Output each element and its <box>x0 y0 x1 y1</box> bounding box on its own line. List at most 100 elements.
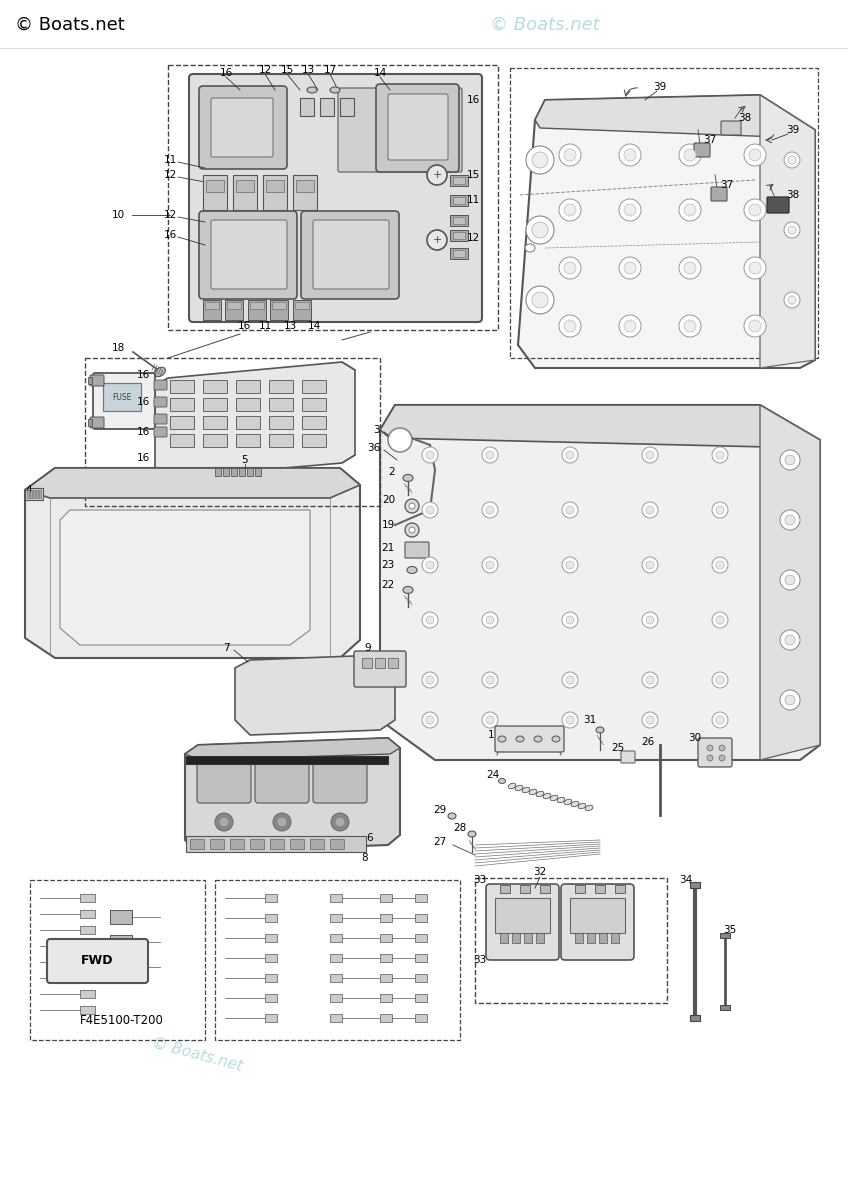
Circle shape <box>532 292 548 308</box>
Text: 18: 18 <box>111 343 125 353</box>
Circle shape <box>486 716 494 724</box>
Circle shape <box>624 204 636 216</box>
Bar <box>450 215 468 226</box>
Text: 9: 9 <box>365 643 371 653</box>
Bar <box>236 180 254 192</box>
Circle shape <box>716 560 724 569</box>
Text: 12: 12 <box>466 233 480 242</box>
Circle shape <box>422 502 438 518</box>
Text: 38: 38 <box>739 113 751 122</box>
Circle shape <box>785 635 795 646</box>
Bar <box>599 934 607 943</box>
Bar <box>415 974 427 982</box>
Ellipse shape <box>498 736 506 742</box>
Circle shape <box>716 506 724 514</box>
Text: 15: 15 <box>281 65 293 74</box>
Bar <box>80 926 95 934</box>
Bar <box>450 175 468 186</box>
Circle shape <box>219 817 229 827</box>
Circle shape <box>486 676 494 684</box>
Circle shape <box>716 716 724 724</box>
Circle shape <box>482 502 498 518</box>
Text: 2: 2 <box>388 467 395 476</box>
Bar <box>293 175 317 210</box>
Circle shape <box>684 320 696 332</box>
Circle shape <box>784 222 800 238</box>
Bar <box>475 878 667 1003</box>
Bar <box>453 250 465 257</box>
FancyBboxPatch shape <box>90 416 104 428</box>
Polygon shape <box>25 468 360 498</box>
Bar <box>265 994 277 1002</box>
Bar <box>266 180 284 192</box>
Bar <box>239 468 245 476</box>
Text: 31: 31 <box>583 715 597 725</box>
Circle shape <box>559 314 581 337</box>
Circle shape <box>405 523 419 538</box>
Bar <box>290 839 304 850</box>
Circle shape <box>566 451 574 458</box>
Circle shape <box>564 149 576 161</box>
Text: 36: 36 <box>366 443 380 452</box>
Text: 16: 16 <box>220 68 232 78</box>
Circle shape <box>744 257 766 278</box>
Bar <box>203 416 227 428</box>
Circle shape <box>744 199 766 221</box>
Circle shape <box>780 690 800 710</box>
Bar <box>388 658 398 668</box>
Bar <box>27 490 29 498</box>
Bar <box>236 380 260 392</box>
Text: © boats.net: © boats.net <box>155 551 248 589</box>
Circle shape <box>624 320 636 332</box>
Bar <box>720 934 730 938</box>
Ellipse shape <box>508 784 516 788</box>
Text: 1: 1 <box>488 730 494 740</box>
FancyBboxPatch shape <box>354 650 406 686</box>
Text: 19: 19 <box>382 520 395 530</box>
Circle shape <box>559 199 581 221</box>
Ellipse shape <box>596 727 604 733</box>
Polygon shape <box>760 404 820 760</box>
Text: 12: 12 <box>259 65 271 74</box>
Text: +: + <box>432 235 442 245</box>
Bar <box>247 468 253 476</box>
FancyBboxPatch shape <box>154 414 167 424</box>
Bar <box>380 914 392 922</box>
Circle shape <box>331 814 349 830</box>
Bar <box>255 468 261 476</box>
Circle shape <box>684 149 696 161</box>
Bar <box>203 300 221 320</box>
Circle shape <box>719 745 725 751</box>
Circle shape <box>566 716 574 724</box>
Circle shape <box>646 506 654 514</box>
Circle shape <box>559 257 581 278</box>
Circle shape <box>486 560 494 569</box>
Bar <box>340 98 354 116</box>
Text: 24: 24 <box>487 770 499 780</box>
Bar <box>615 886 625 893</box>
Bar <box>296 180 314 192</box>
Circle shape <box>422 446 438 463</box>
Circle shape <box>273 814 291 830</box>
Text: FUSE: FUSE <box>112 392 131 402</box>
Bar <box>520 886 530 893</box>
Ellipse shape <box>525 244 535 252</box>
FancyBboxPatch shape <box>47 938 148 983</box>
Ellipse shape <box>515 785 523 791</box>
Ellipse shape <box>154 367 165 377</box>
Text: 38: 38 <box>786 190 800 200</box>
Ellipse shape <box>330 86 340 92</box>
Circle shape <box>642 612 658 628</box>
Circle shape <box>712 502 728 518</box>
Ellipse shape <box>468 830 476 838</box>
Bar <box>500 934 508 943</box>
Text: 37: 37 <box>703 134 717 145</box>
Bar <box>265 1014 277 1022</box>
Bar <box>36 490 38 498</box>
Text: © Boats.net: © Boats.net <box>15 16 125 34</box>
FancyBboxPatch shape <box>621 751 635 763</box>
Bar <box>170 434 194 446</box>
Polygon shape <box>185 738 400 760</box>
Bar <box>88 419 92 426</box>
Text: 16: 16 <box>137 370 149 380</box>
